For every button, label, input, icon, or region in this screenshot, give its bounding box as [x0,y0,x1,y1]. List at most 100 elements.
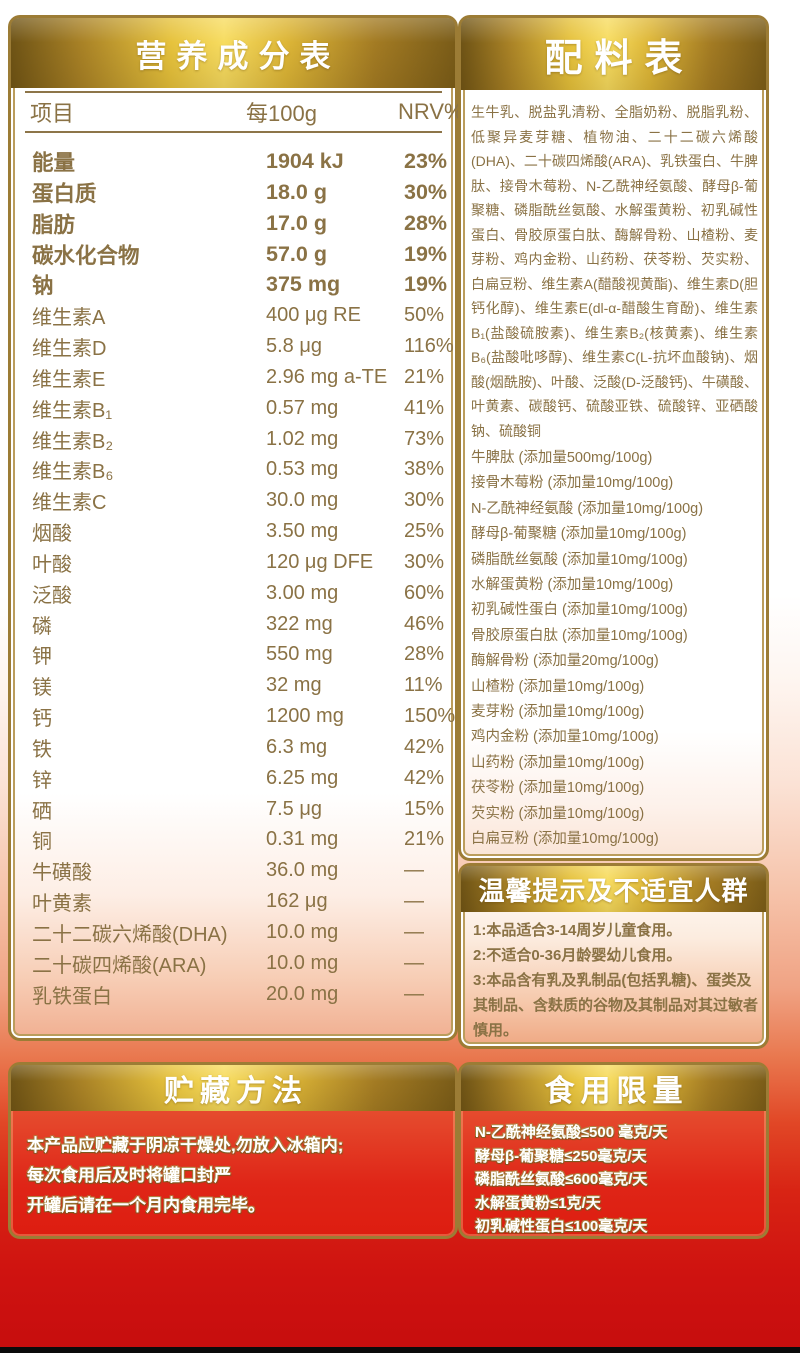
nutrient-nrv: 73% [404,427,445,450]
nutrition-row: 维生素B₆ 0.53 mg 38% [29,454,449,485]
nutrient-amount: 17.0 g [266,210,327,235]
nutrient-nrv: 150% [404,705,456,728]
nutrition-row: 脂肪 17.0 g 28% [29,208,449,239]
limits-list: N-乙酰神经氨酸≤500 毫克/天 酵母β-葡聚糖≤250毫克/天 磷脂酰丝氨酸≤6… [475,1121,761,1239]
nutrition-row: 铁 6.3 mg 42% [29,732,449,763]
nutrient-nrv: — [404,890,424,913]
nutrition-row: 铜 0.31 mg 21% [29,825,449,856]
ingredients-title: 配料表 [544,37,695,80]
storage-title: 贮藏方法 [164,1075,308,1108]
additives-list: 牛脾肽 (添加量500mg/100g) 接骨木莓粉 (添加量10mg/100g) N… [471,446,761,853]
nutrient-name: 二十碳四烯酸(ARA) [32,954,207,977]
nutrient-nrv: 42% [404,766,445,789]
nutrient-amount: 30.0 mg [266,489,339,512]
nutrient-nrv: 38% [404,458,445,481]
additive-line: 茯苓粉 (添加量10mg/100g) [471,780,645,797]
nutrient-amount: 120 μg DFE [266,550,374,573]
nutrient-name: 能量 [32,151,76,175]
nutrition-row: 维生素B₁ 0.57 mg 41% [29,393,449,424]
nutrient-amount: 162 μg [266,890,328,913]
ingredients-banner: 配料表 [461,18,766,90]
nutrient-name: 铁 [32,738,52,761]
nutrient-nrv: 19% [404,241,448,266]
nutrient-amount: 550 mg [266,643,333,666]
nutrient-name: 二十二碳六烯酸(DHA) [32,924,228,947]
nutrient-nrv: 50% [404,304,445,327]
nutrient-nrv: 28% [404,210,448,235]
nutrient-name: 钠 [32,274,54,299]
nutrient-amount: 400 μg RE [266,304,361,327]
additive-line: 山楂粉 (添加量10mg/100g) [471,678,645,695]
nutrient-nrv: 28% [404,643,445,666]
nutrition-row: 钠 375 mg 19% [29,269,449,300]
nutrient-name: 脂肪 [32,212,76,237]
nutrient-nrv: 15% [404,797,445,820]
additive-line: 磷脂酰丝氨酸 (添加量10mg/100g) [471,551,688,568]
nutrient-amount: 6.25 mg [266,766,339,789]
nutrient-nrv: 25% [404,520,445,543]
nutrition-row: 钙 1200 mg 150% [29,701,455,732]
nutrient-amount: 0.57 mg [266,396,339,419]
nutrient-name: 镁 [32,677,52,700]
nutrition-row: 镁 32 mg 11% [29,670,449,701]
nutrition-row: 维生素C 30.0 mg 30% [29,485,449,516]
nutrient-nrv: — [404,982,424,1005]
nutrient-nrv: 60% [404,581,445,604]
nutrient-name: 磷 [32,615,52,638]
nutrition-row: 维生素E 2.96 mg a-TE 21% [29,362,449,393]
additive-line: 酵母β-葡聚糖 (添加量10mg/100g) [471,526,687,543]
nutrient-amount: 1200 mg [266,705,344,728]
additive-line: 山药粉 (添加量10mg/100g) [471,754,645,771]
tips-banner: 温馨提示及不适宜人群 [461,866,766,912]
nutrient-name: 硒 [32,800,52,823]
nutrition-row: 磷 322 mg 46% [29,609,449,640]
limit-line: 初乳碱性蛋白≤100毫克/天 [475,1218,648,1235]
nutrient-nrv: — [404,921,424,944]
nutrient-name: 维生素E [32,368,106,391]
nutrient-amount: 10.0 mg [266,951,339,974]
nutrient-name: 铜 [32,831,52,854]
nutrient-amount: 6.3 mg [266,735,328,758]
additive-line: 牛脾肽 (添加量500mg/100g) [471,450,653,466]
storage-panel: 贮藏方法 本产品应贮藏于阴凉干燥处,勿放入冰箱内; 每次食用后及时将罐口封严 开罐后… [8,1062,458,1239]
nutrition-row: 维生素A 400 μg RE 50% [29,300,449,331]
additive-line: 鸡内金粉 (添加量10mg/100g) [471,729,659,746]
nutrient-name: 维生素B₁ [32,399,113,422]
nutrient-amount: 375 mg [266,272,341,297]
nutrition-row: 蛋白质 18.0 g 30% [29,177,449,208]
nutrition-facts-title: 营养成分表 [135,38,341,74]
nutrition-row: 锌 6.25 mg 42% [29,763,449,794]
nutrient-name: 蛋白质 [32,181,97,206]
nutrient-name: 维生素B₆ [32,461,114,484]
nutrition-table-header: 项目 每100g NRV% [25,91,464,133]
nutrient-name: 钙 [32,708,52,731]
nutrient-nrv: 23% [404,149,448,173]
nutrition-row: 烟酸 3.50 mg 25% [29,516,449,547]
nutrition-row: 维生素B₂ 1.02 mg 73% [29,424,449,455]
nutrient-name: 维生素C [32,492,107,515]
nutrition-row: 钾 550 mg 28% [29,640,449,671]
limit-line: 磷脂酰丝氨酸≤600毫克/天 [475,1171,648,1188]
tip-line: 3:本品含有乳及乳制品(包括乳糖)、蛋类及其制品、含麸质的谷物及其制品对其过敏者… [473,972,759,1039]
nutrient-nrv: 21% [404,365,445,388]
nutrient-name: 维生素B₂ [32,430,114,453]
nutrient-nrv: 11% [404,674,443,697]
nutrient-nrv: 116% [404,334,454,357]
additive-line: 骨胶原蛋白肽 (添加量10mg/100g) [471,627,688,644]
nutrient-amount: 7.5 μg [266,797,323,820]
additive-line: N-乙酰神经氨酸 (添加量10mg/100g) [471,500,704,517]
nutrient-amount: 18.0 g [266,179,327,204]
nutrition-row: 能量 1904 kJ 23% [29,146,449,177]
nutrient-amount: 3.50 mg [266,520,339,543]
nutrition-row: 碳水化合物 57.0 g 19% [29,239,449,270]
nutrition-header-nrv: NRV% [398,99,464,124]
nutrition-row: 泛酸 3.00 mg 60% [29,578,449,609]
nutrient-name: 泛酸 [32,584,72,607]
tip-line: 1:本品适合3-14周岁儿童食用。 [473,922,682,939]
nutrient-name: 牛磺酸 [32,862,92,885]
nutrient-amount: 5.8 μg [266,334,323,357]
nutrient-amount: 10.0 mg [266,921,339,944]
nutrition-row: 乳铁蛋白 20.0 mg — [29,979,449,1010]
limit-line: N-乙酰神经氨酸≤500 毫克/天 [475,1124,668,1141]
